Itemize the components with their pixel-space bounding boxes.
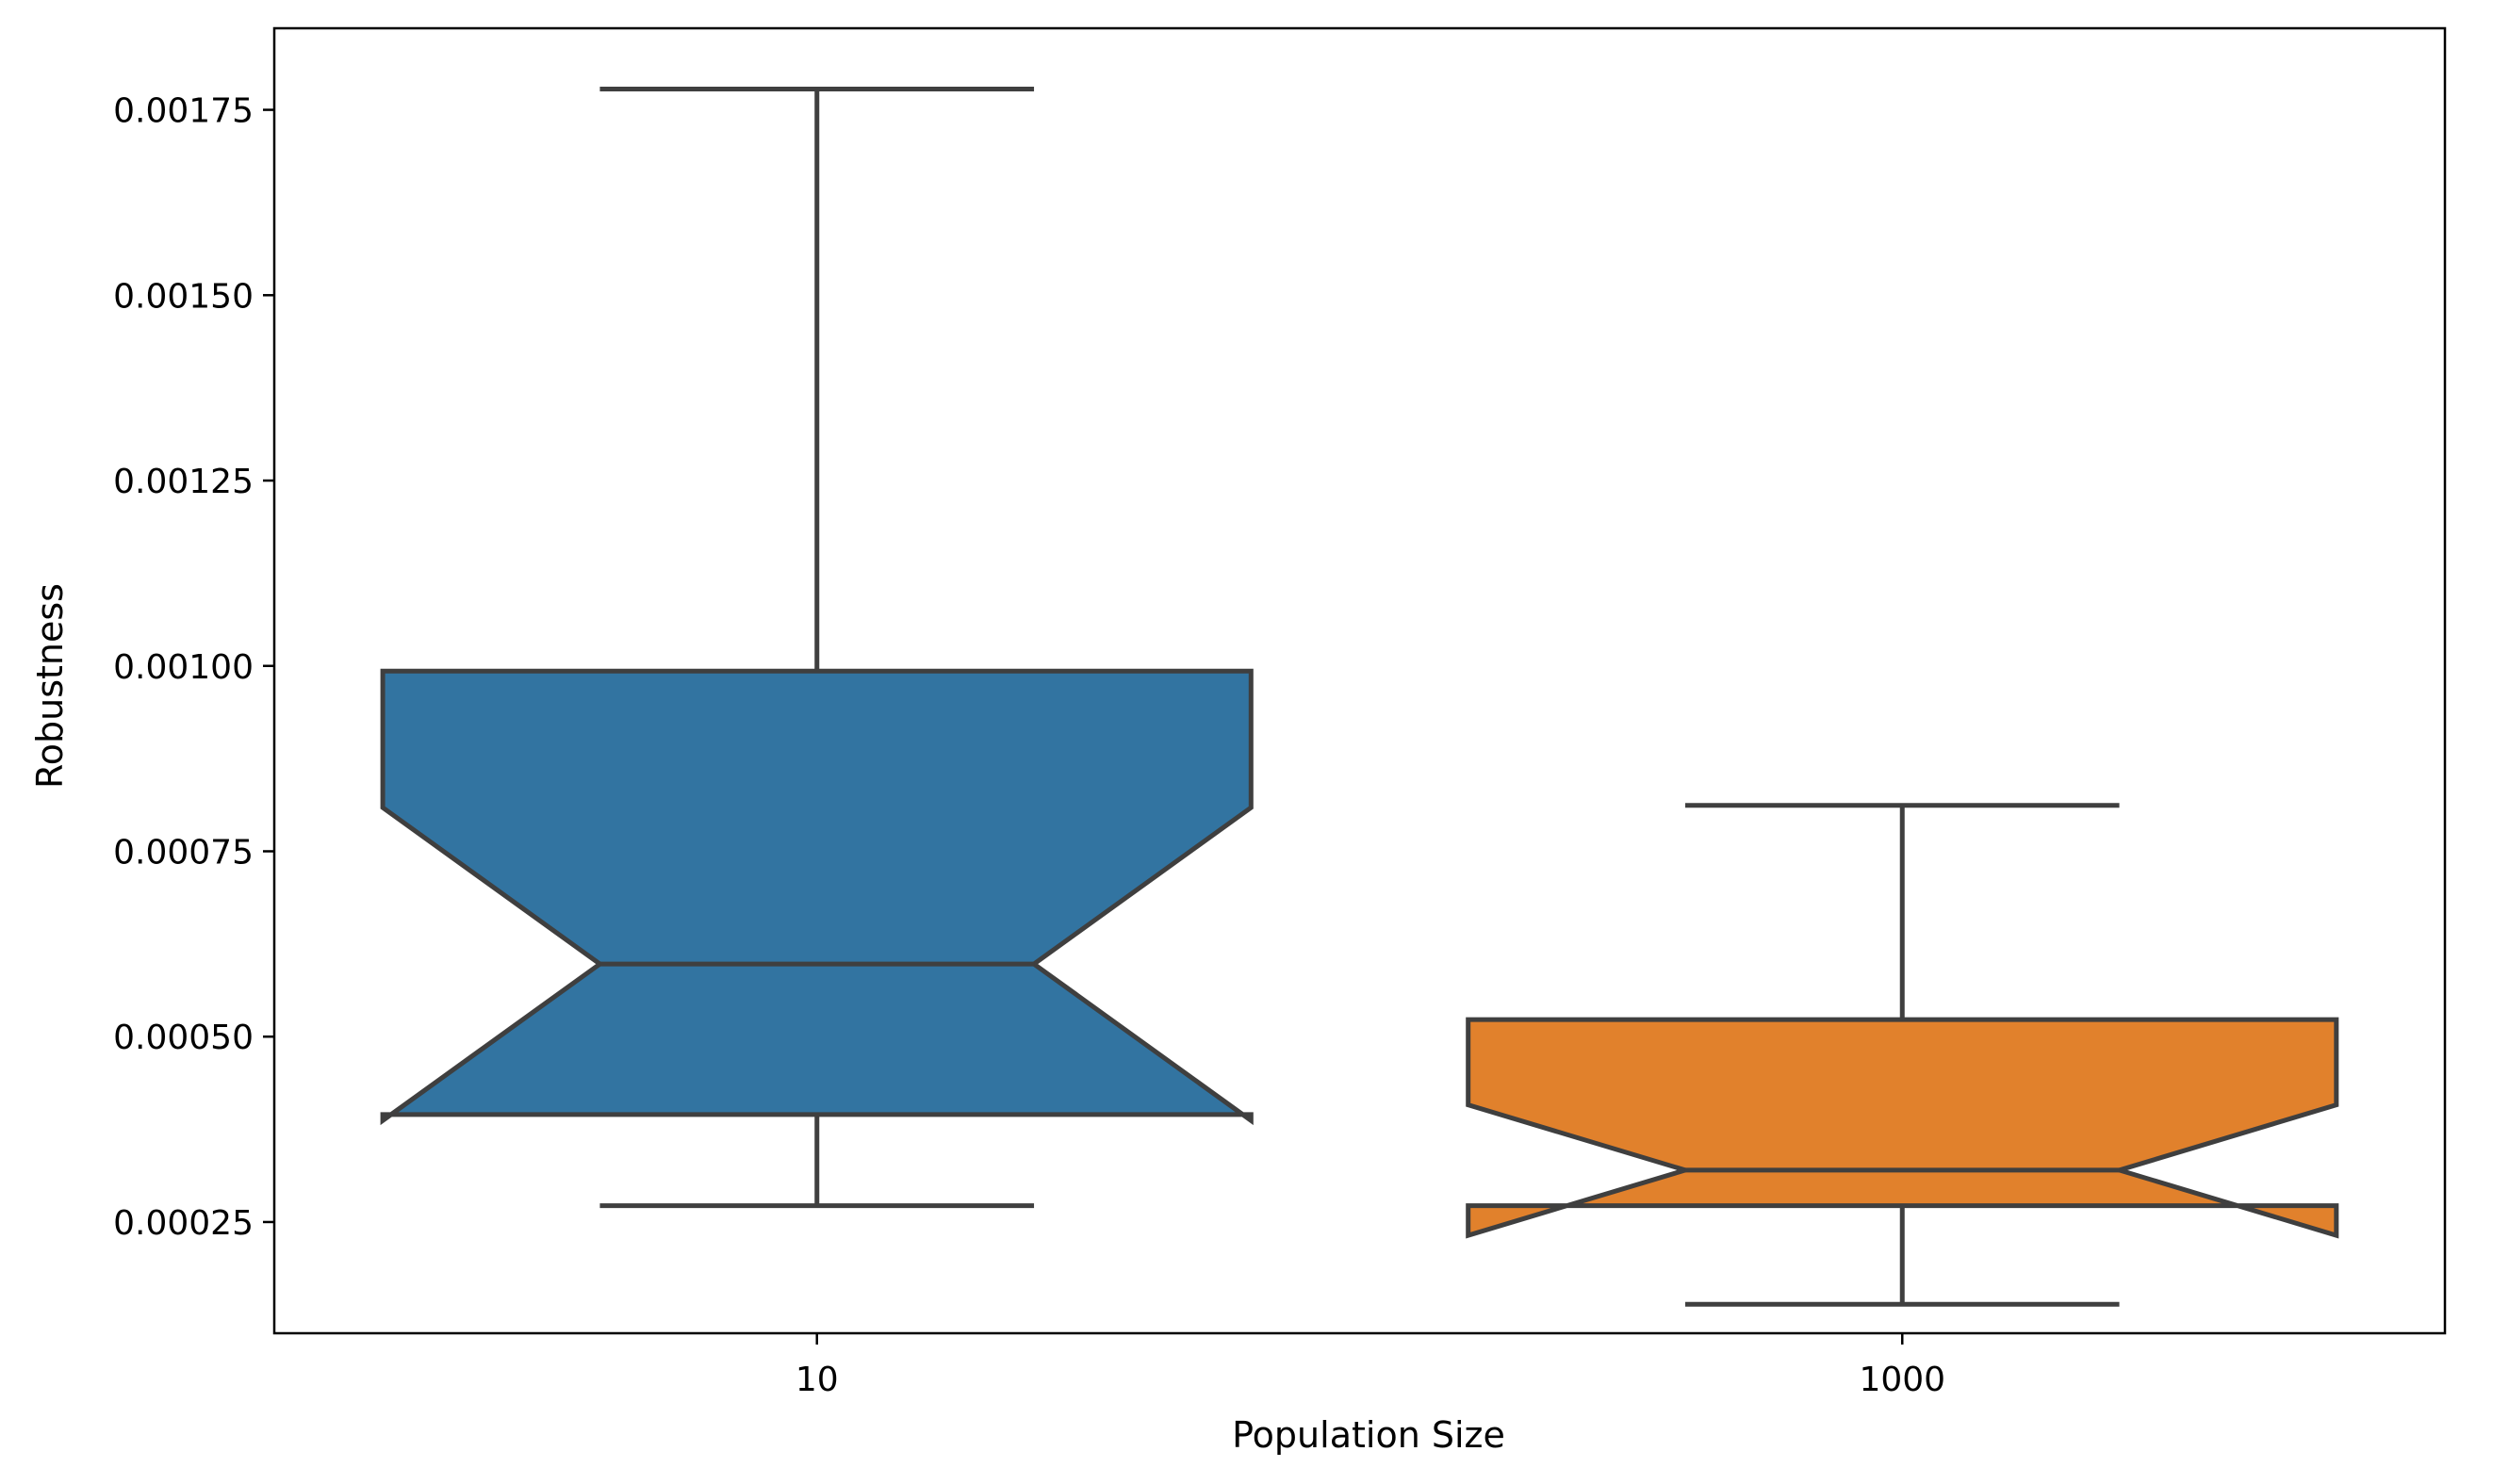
y-axis: 0.00025 0.00050 0.00075 0.00100 0.00125 0.001… (113, 92, 274, 1243)
y-tick-label: 0.00050 (113, 1019, 254, 1057)
box-body (380, 668, 1254, 1126)
y-tick-label: 0.00175 (113, 92, 254, 131)
y-tick-label: 0.00100 (113, 648, 254, 687)
plot-frame (272, 26, 2447, 1335)
y-tick-label: 0.00025 (113, 1204, 254, 1243)
y-tick-label: 0.00150 (113, 277, 254, 316)
x-axis-label: Population Size (1232, 1414, 1505, 1456)
x-tick-label: 10 (795, 1361, 839, 1399)
box-body (1466, 1017, 2339, 1239)
x-tick-label: 1000 (1859, 1361, 1945, 1399)
box-group-10 (380, 87, 1254, 1209)
box-group-1000 (1466, 803, 2339, 1307)
y-axis-label: Robustness (29, 583, 71, 789)
y-tick-label: 0.00075 (113, 833, 254, 872)
boxes-layer (380, 87, 2339, 1307)
x-axis: 10 1000 (795, 1333, 1945, 1399)
y-tick-label: 0.00125 (113, 463, 254, 501)
